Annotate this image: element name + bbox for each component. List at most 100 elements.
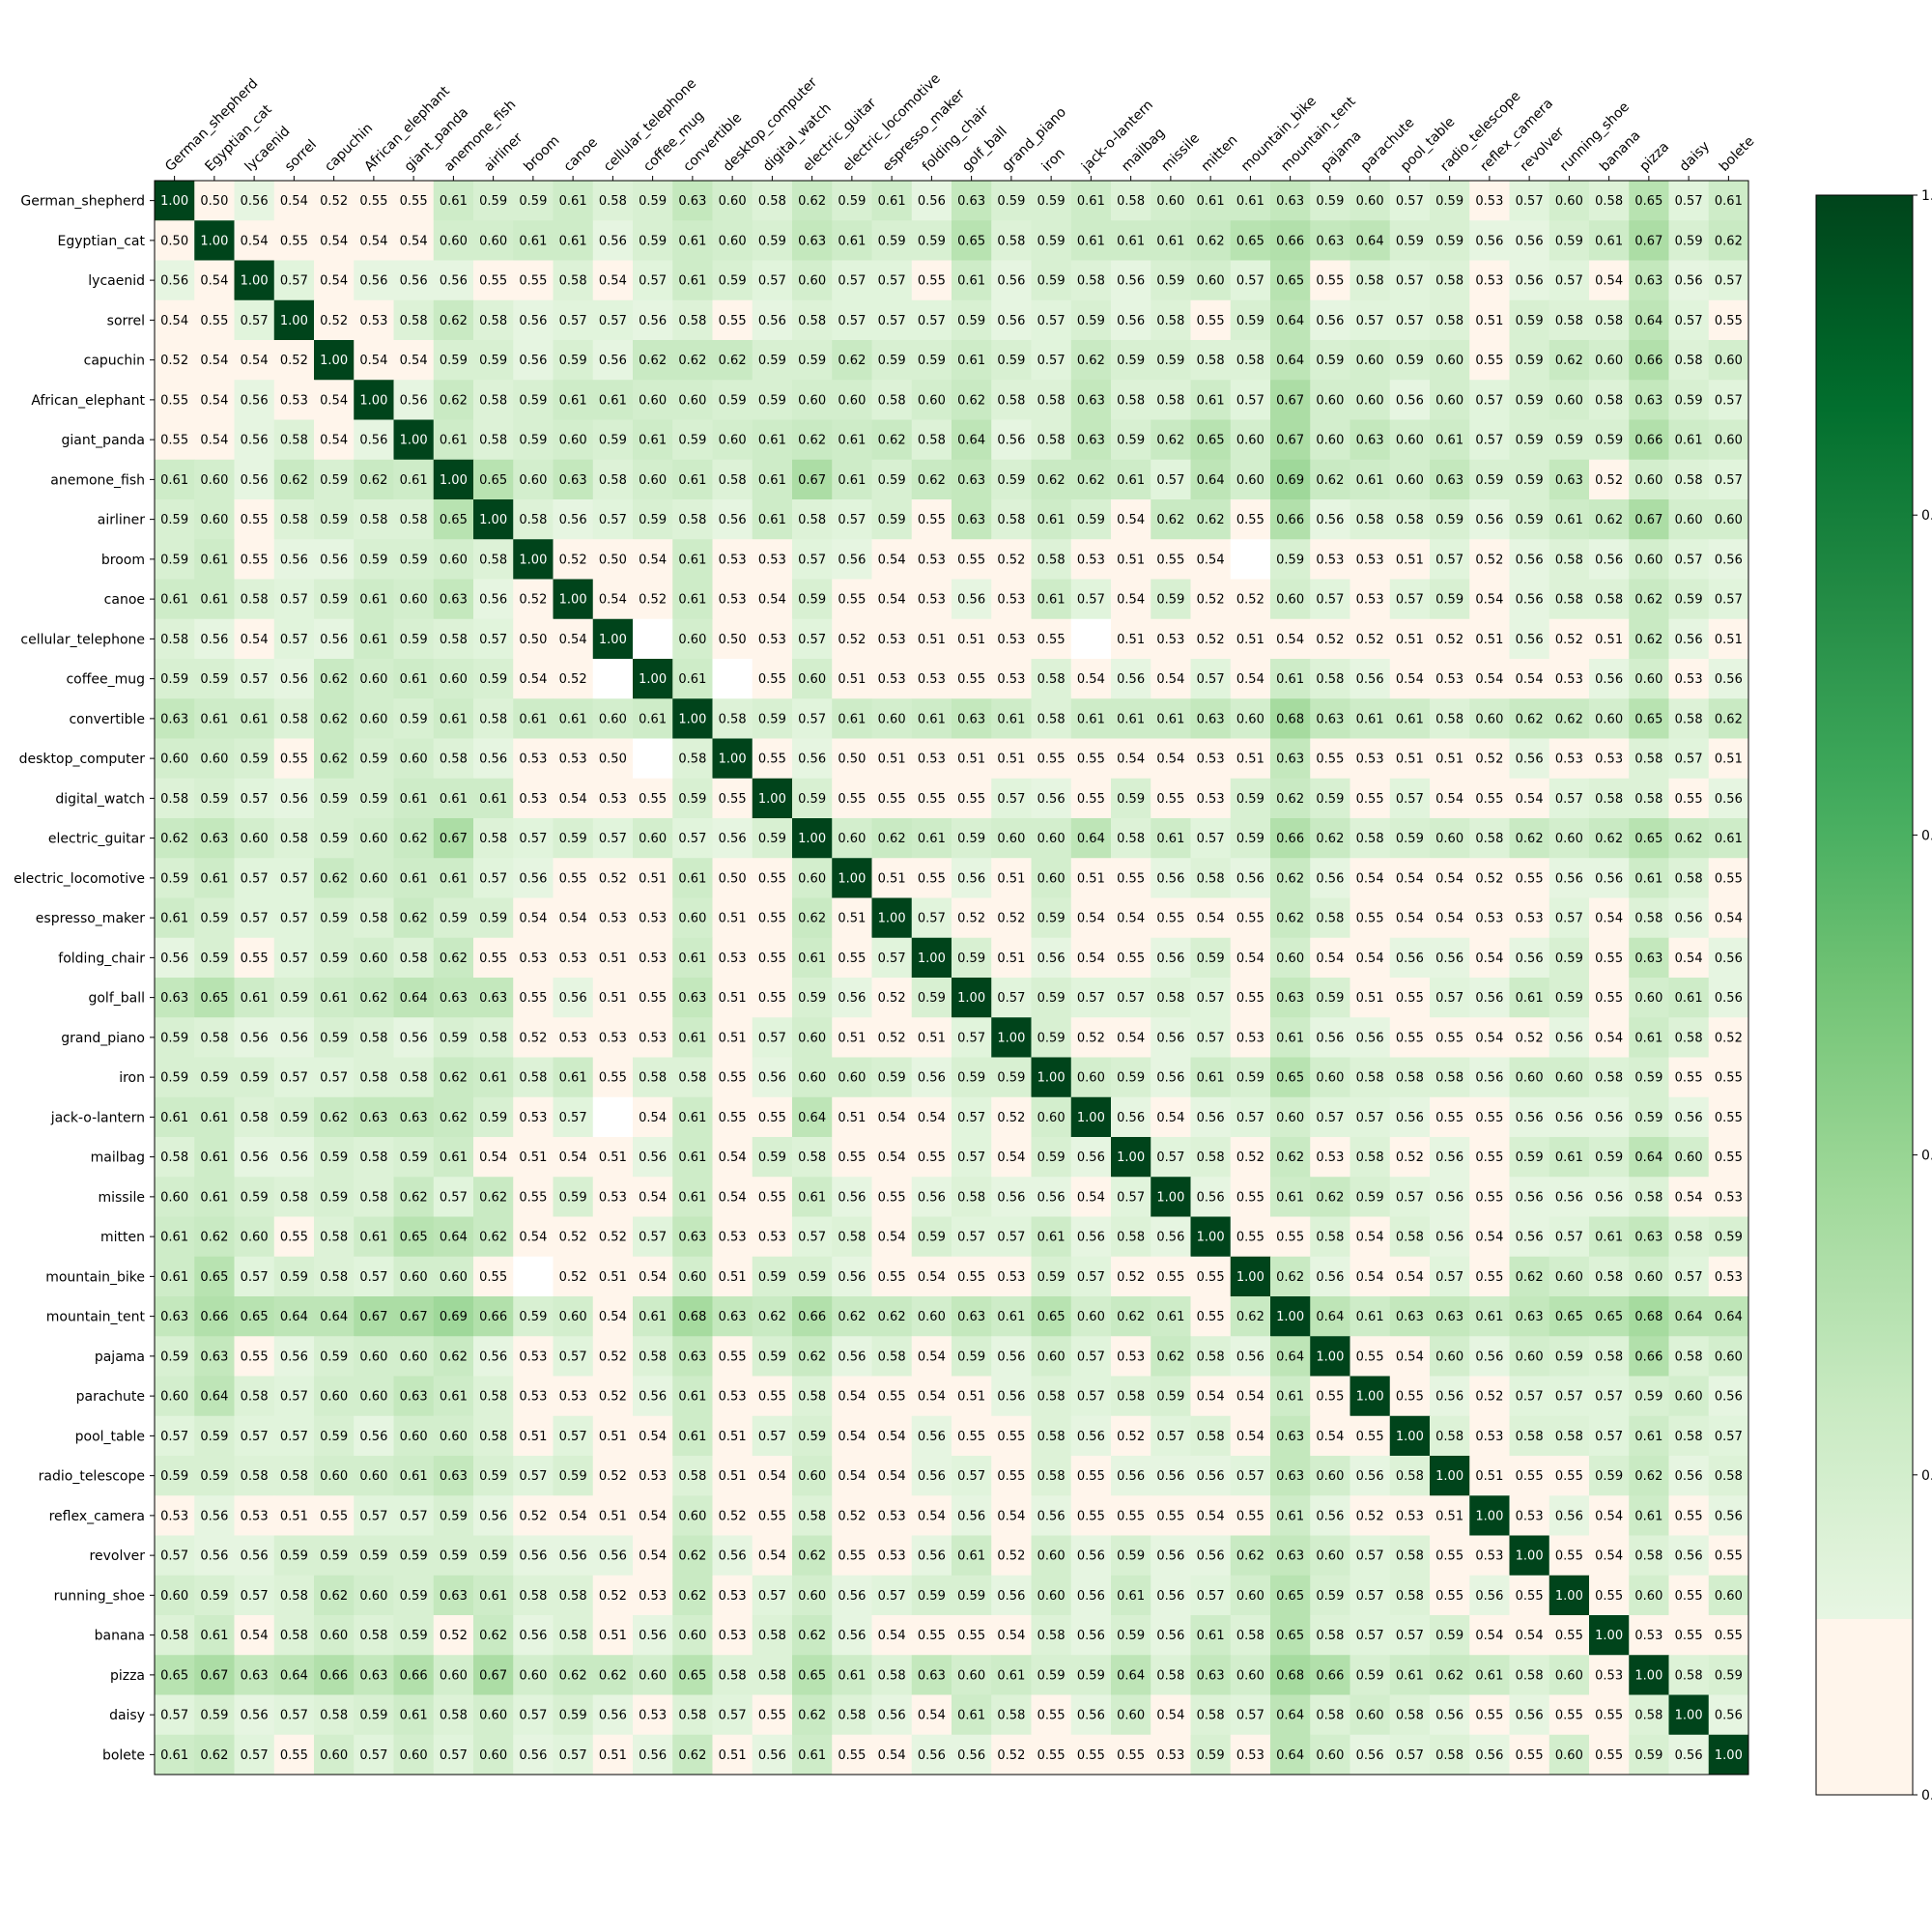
heatmap-cell	[1031, 260, 1072, 301]
cell-value-label: 0.58	[1356, 513, 1384, 527]
cell-value-label: 0.66	[200, 1310, 228, 1324]
cell-value-label: 0.62	[1316, 473, 1344, 488]
heatmap-cell	[1430, 539, 1470, 580]
heatmap-cell	[1070, 220, 1112, 261]
cell-value-label: 0.61	[1117, 473, 1145, 488]
cell-value-label: 0.60	[1037, 1549, 1065, 1564]
cell-value-label: 0.62	[1236, 1310, 1264, 1324]
cell-value-label: 0.58	[479, 1430, 507, 1444]
cell-value-label: 0.62	[1715, 234, 1743, 248]
cell-value-label: 0.57	[280, 1390, 308, 1405]
heatmap-cell	[991, 181, 1032, 221]
cell-value-label: 0.52	[1396, 1151, 1424, 1165]
cell-value-label: 0.58	[1396, 1709, 1424, 1723]
cell-value-label: 0.60	[678, 912, 706, 926]
heatmap-cell	[553, 499, 594, 540]
cell-value-label: 0.53	[639, 952, 667, 966]
cell-value-label: 0.55	[1117, 1509, 1145, 1523]
cell-value-label: 0.58	[1117, 393, 1145, 408]
cell-value-label: 0.61	[1156, 832, 1184, 846]
cell-value-label: 0.59	[957, 1071, 985, 1086]
cell-value-label: 0.53	[997, 633, 1025, 647]
cell-value-label: 0.59	[1675, 593, 1703, 608]
cell-value-label: 0.52	[997, 1748, 1025, 1763]
cell-value-label: 0.56	[1595, 1111, 1623, 1125]
heatmap-cell	[952, 539, 992, 580]
cell-value-label: 0.57	[1475, 393, 1503, 408]
cell-value-label: 0.60	[359, 1469, 387, 1484]
cell-value-label: 0.54	[838, 1469, 866, 1484]
heatmap-cell	[1589, 459, 1630, 500]
cell-value-label: 0.66	[320, 1668, 348, 1683]
cell-value-label: 0.56	[1117, 672, 1145, 687]
cell-value-label: 0.55	[1156, 1509, 1184, 1523]
cell-value-label: 0.58	[479, 314, 507, 328]
heatmap-cell	[1629, 419, 1669, 461]
heatmap-cell	[832, 419, 872, 461]
cell-value-label: 0.61	[359, 593, 387, 608]
heatmap-cell	[1708, 499, 1749, 540]
cell-value-label: 0.58	[1675, 712, 1703, 726]
heatmap-cell	[633, 499, 673, 540]
cell-value-label: 1.00	[1595, 1629, 1623, 1643]
cell-value-label: 0.54	[918, 1111, 946, 1125]
y-tick-label: grand_piano	[61, 1031, 145, 1046]
heatmap-cell	[1509, 299, 1550, 341]
cell-value-label: 0.56	[1117, 1111, 1145, 1125]
cell-value-label: 0.59	[559, 354, 587, 368]
heatmap-cell	[1350, 260, 1391, 301]
cell-value-label: 0.52	[719, 1509, 747, 1523]
heatmap-cell	[712, 299, 753, 341]
cell-value-label: 0.55	[1595, 1589, 1623, 1604]
cell-value-label: 0.56	[359, 1430, 387, 1444]
heatmap-cell	[314, 260, 355, 301]
cell-value-label: 0.60	[1156, 194, 1184, 209]
cell-value-label: 0.60	[200, 473, 228, 488]
cell-value-label: 0.55	[878, 1270, 906, 1285]
y-tick-label: jack-o-lantern	[50, 1110, 145, 1125]
cell-value-label: 0.55	[241, 952, 269, 966]
cell-value-label: 0.64	[1276, 354, 1304, 368]
heatmap-cell	[1509, 181, 1550, 221]
heatmap-cell	[1270, 260, 1311, 301]
cell-value-label: 0.51	[878, 753, 906, 767]
cell-value-label: 0.61	[678, 234, 706, 248]
cell-value-label: 0.59	[1435, 194, 1463, 209]
cell-value-label: 0.62	[1316, 1190, 1344, 1205]
cell-value-label: 0.59	[200, 1589, 228, 1604]
cell-value-label: 0.62	[798, 194, 826, 209]
heatmap-cell	[513, 299, 554, 341]
heatmap-cell	[672, 260, 713, 301]
heatmap-cell	[1111, 380, 1151, 420]
heatmap-cell	[314, 181, 355, 221]
cell-value-label: 0.51	[957, 753, 985, 767]
heatmap-cell	[633, 181, 673, 221]
heatmap-cell	[1111, 539, 1151, 580]
heatmap-cell	[672, 380, 713, 420]
cell-value-label: 0.59	[1516, 473, 1544, 488]
cell-value-label: 0.60	[997, 832, 1025, 846]
heatmap-cell	[1708, 299, 1749, 341]
cell-value-label: 0.62	[1595, 513, 1623, 527]
cell-value-label: 0.56	[241, 194, 269, 209]
heatmap-cell	[712, 659, 753, 699]
cell-value-label: 0.58	[280, 1190, 308, 1205]
cell-value-label: 0.53	[719, 553, 747, 567]
heatmap-cell	[234, 340, 275, 381]
cell-value-label: 0.56	[1156, 1031, 1184, 1045]
heatmap-cell	[1151, 539, 1191, 580]
cell-value-label: 0.60	[1236, 1668, 1264, 1683]
cell-value-label: 0.61	[1197, 393, 1225, 408]
cell-value-label: 0.56	[320, 553, 348, 567]
cell-value-label: 0.55	[280, 234, 308, 248]
heatmap-cell	[354, 220, 394, 261]
cell-value-label: 0.56	[918, 1430, 946, 1444]
cell-value-label: 0.62	[1555, 712, 1583, 726]
cell-value-label: 0.51	[599, 1509, 627, 1523]
cell-value-label: 0.56	[479, 1350, 507, 1364]
cell-value-label: 0.59	[1156, 1390, 1184, 1405]
cell-value-label: 0.51	[719, 1430, 747, 1444]
cell-value-label: 0.61	[1156, 712, 1184, 726]
cell-value-label: 0.59	[1555, 1350, 1583, 1364]
cell-value-label: 0.58	[479, 1031, 507, 1045]
